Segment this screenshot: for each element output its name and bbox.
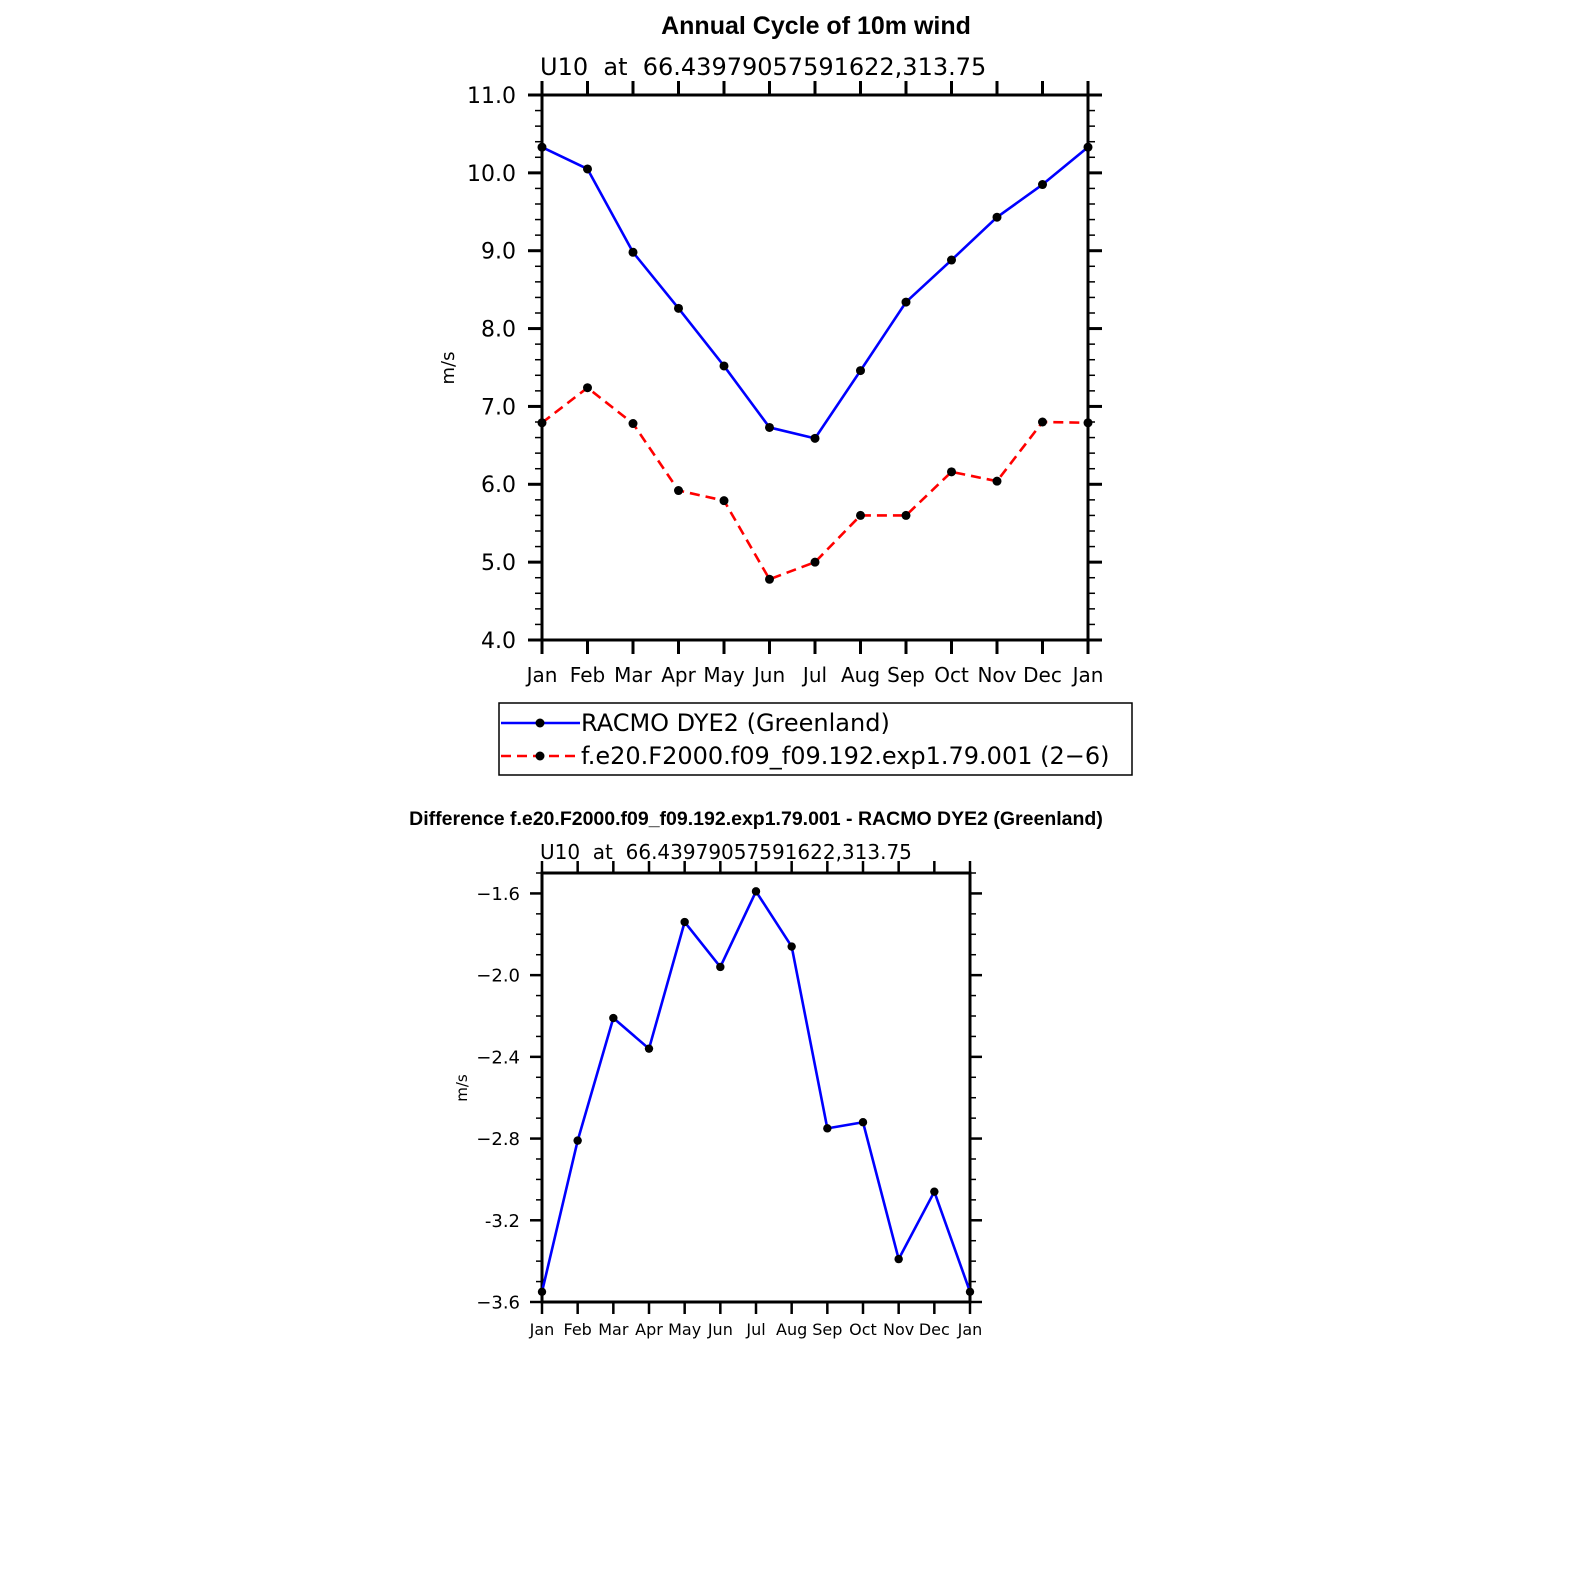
chart1-plot: Jan Feb Mar Apr May Jun Jul Aug Sep Oct Nov Dec Jan 4… bbox=[467, 81, 1103, 687]
data-point bbox=[810, 557, 820, 567]
x-tick-label: Nov bbox=[977, 663, 1016, 687]
data-point bbox=[1038, 417, 1047, 427]
y-tick-label: −2.0 bbox=[476, 966, 520, 987]
chart1-y-axis-label: m/s bbox=[438, 352, 459, 385]
data-point bbox=[537, 1287, 547, 1296]
data-point bbox=[716, 962, 725, 972]
legend-label-racmo: RACMO DYE2 (Greenland) bbox=[581, 709, 890, 737]
x-tick-label: Apr bbox=[661, 663, 696, 687]
series-line-0 bbox=[540, 890, 972, 1293]
series-line-0 bbox=[541, 145, 1089, 440]
series-line-1 bbox=[541, 386, 1089, 581]
x-tick-label: Sep bbox=[812, 1320, 842, 1339]
x-tick-label: Dec bbox=[919, 1320, 950, 1339]
data-point bbox=[856, 366, 865, 376]
data-point bbox=[573, 1136, 582, 1145]
data-point bbox=[901, 297, 911, 307]
chart1-legend: RACMO DYE2 (Greenland) f.e20.F2000.f09_f… bbox=[498, 702, 1133, 776]
chart2-subtitle: U10 at 66.43979057591622,313.75 bbox=[540, 840, 912, 864]
x-tick-label: Mar bbox=[598, 1320, 629, 1339]
data-point bbox=[901, 510, 911, 520]
data-point bbox=[537, 418, 547, 428]
x-tick-label: Apr bbox=[635, 1320, 663, 1339]
x-tick-label: Oct bbox=[934, 663, 969, 687]
chart2-title: Difference f.e20.F2000.f09_f09.192.exp1.… bbox=[409, 808, 1103, 830]
x-tick-label: Jan bbox=[529, 1320, 555, 1339]
data-point bbox=[992, 212, 1002, 222]
x-tick-label: Feb bbox=[570, 663, 605, 687]
data-point bbox=[719, 496, 729, 506]
data-point bbox=[674, 486, 683, 496]
data-point bbox=[1083, 418, 1093, 428]
data-point bbox=[823, 1124, 832, 1133]
y-tick-label: 5.0 bbox=[481, 551, 516, 576]
x-tick-label: Jul bbox=[745, 1320, 765, 1339]
y-tick-label: 8.0 bbox=[481, 317, 516, 342]
x-tick-label: Jun bbox=[707, 1320, 733, 1339]
x-tick-label: Jan bbox=[1071, 663, 1104, 687]
x-tick-label: Jul bbox=[801, 663, 827, 687]
y-tick-label: 9.0 bbox=[481, 240, 516, 265]
chart1-subtitle: U10 at 66.43979057591622,313.75 bbox=[540, 53, 986, 81]
data-point bbox=[719, 361, 729, 371]
data-point bbox=[858, 1118, 868, 1127]
legend-marker-racmo bbox=[535, 718, 545, 728]
chart2-plot: Jan Feb Mar Apr May Jun Jul Aug Sep Oct Nov Dec Jan−… bbox=[476, 861, 982, 1339]
y-tick-label: 6.0 bbox=[481, 473, 516, 498]
legend-label-model: f.e20.F2000.f09_f09.192.exp1.79.001 (2−6… bbox=[581, 742, 1109, 770]
x-tick-label: Aug bbox=[776, 1320, 807, 1339]
x-tick-label: Oct bbox=[849, 1320, 877, 1339]
x-tick-label: Nov bbox=[883, 1320, 914, 1339]
data-point bbox=[894, 1254, 903, 1264]
y-tick-label: −1.6 bbox=[476, 884, 520, 905]
x-tick-label: Jan bbox=[525, 663, 558, 687]
data-point bbox=[583, 383, 592, 393]
y-tick-label: −2.4 bbox=[476, 1047, 520, 1068]
x-tick-label: May bbox=[703, 663, 745, 687]
y-tick-label: 4.0 bbox=[481, 629, 516, 654]
x-tick-label: Dec bbox=[1023, 663, 1062, 687]
data-point bbox=[1038, 180, 1047, 190]
x-tick-label: May bbox=[668, 1320, 701, 1339]
y-tick-label: −2.8 bbox=[476, 1129, 520, 1150]
data-point bbox=[947, 255, 956, 265]
data-point bbox=[856, 510, 865, 520]
data-point bbox=[680, 917, 689, 927]
y-tick-label: 11.0 bbox=[467, 84, 516, 109]
x-tick-label: Mar bbox=[614, 663, 653, 687]
data-point bbox=[810, 433, 820, 443]
data-point bbox=[751, 887, 761, 896]
chart2-y-axis-label: m/s bbox=[453, 1074, 471, 1102]
data-point bbox=[537, 142, 547, 152]
chart1-title: Annual Cycle of 10m wind bbox=[661, 12, 971, 40]
data-point bbox=[992, 476, 1002, 486]
data-point bbox=[765, 422, 774, 432]
y-tick-label: -3.2 bbox=[485, 1211, 520, 1232]
data-point bbox=[965, 1287, 975, 1296]
y-tick-label: −3.6 bbox=[476, 1292, 520, 1313]
legend-marker-model bbox=[535, 751, 545, 761]
x-tick-label: Jan bbox=[957, 1320, 983, 1339]
data-point bbox=[609, 1013, 618, 1023]
x-tick-label: Jun bbox=[752, 663, 785, 687]
x-tick-label: Sep bbox=[887, 663, 925, 687]
x-tick-label: Feb bbox=[564, 1320, 592, 1339]
data-point bbox=[674, 303, 683, 313]
data-point bbox=[787, 942, 796, 951]
plot-frame bbox=[540, 871, 972, 1304]
y-tick-label: 7.0 bbox=[481, 395, 516, 420]
data-point bbox=[583, 164, 592, 174]
data-point bbox=[947, 467, 956, 477]
data-point bbox=[628, 419, 638, 429]
data-point bbox=[628, 247, 638, 257]
data-point bbox=[765, 574, 774, 584]
data-point bbox=[930, 1187, 939, 1196]
data-point bbox=[644, 1044, 654, 1053]
x-tick-label: Aug bbox=[841, 663, 880, 687]
data-point bbox=[1083, 142, 1093, 152]
y-tick-label: 10.0 bbox=[467, 162, 516, 187]
